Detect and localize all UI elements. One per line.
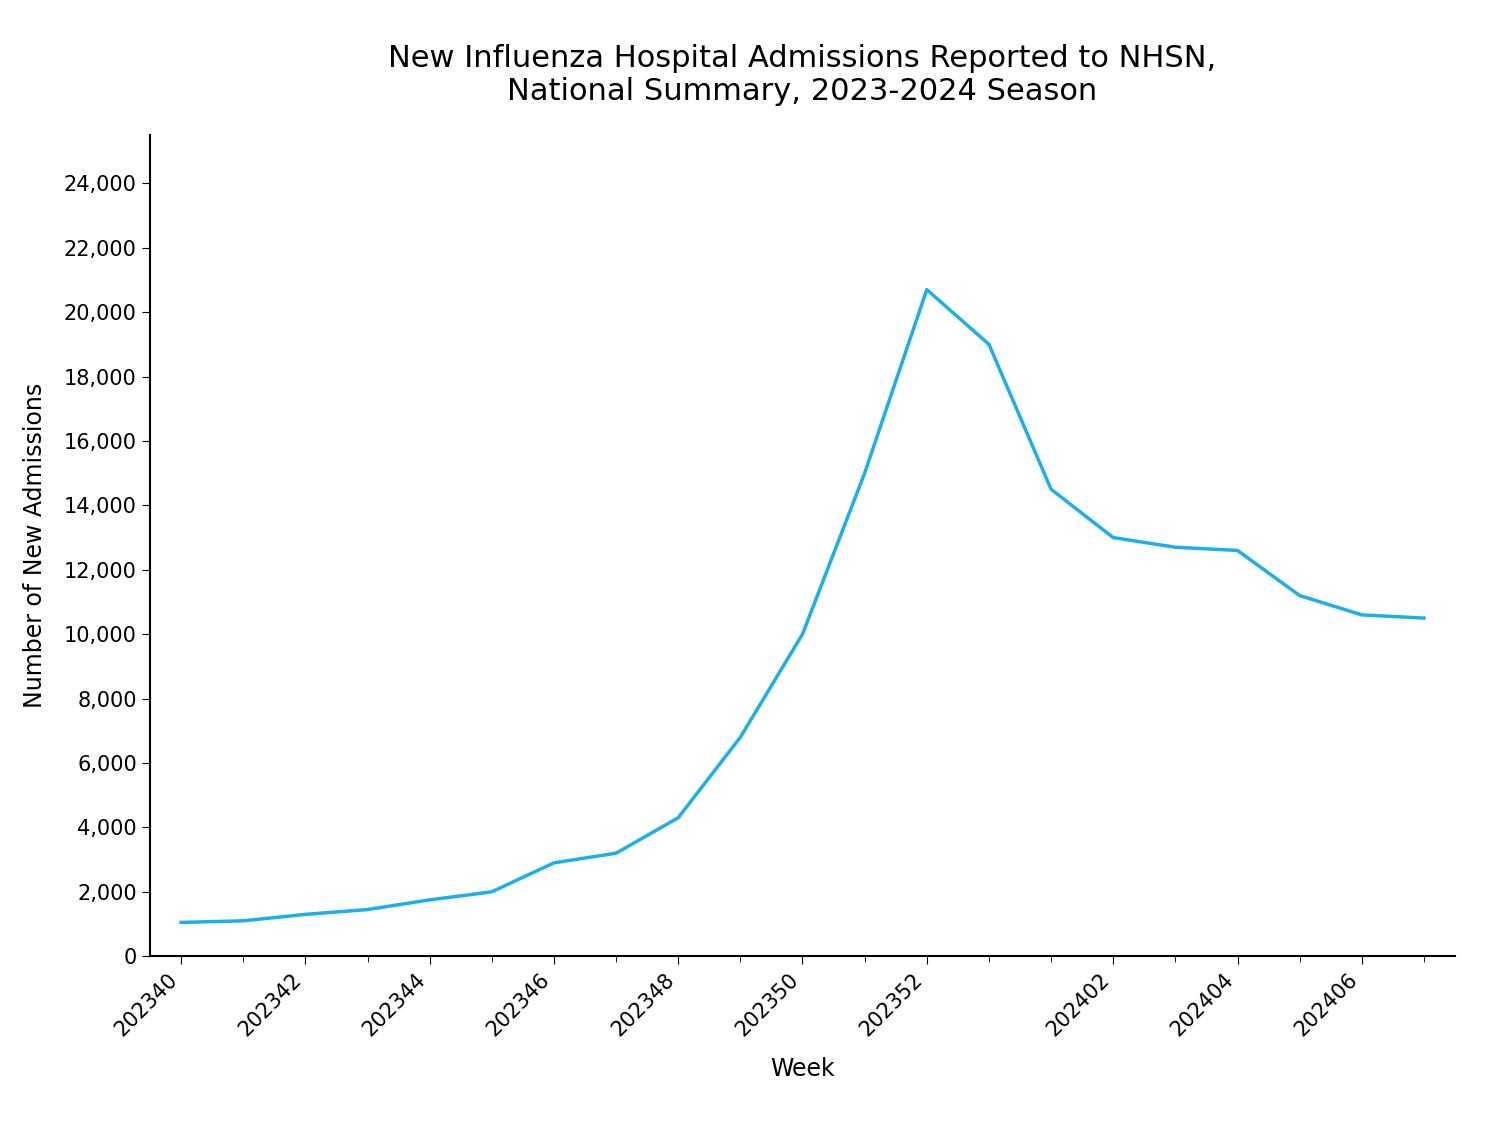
Y-axis label: Number of New Admissions: Number of New Admissions bbox=[22, 382, 46, 709]
X-axis label: Week: Week bbox=[770, 1056, 836, 1080]
Title: New Influenza Hospital Admissions Reported to NHSN,
National Summary, 2023-2024 : New Influenza Hospital Admissions Report… bbox=[388, 44, 1216, 106]
